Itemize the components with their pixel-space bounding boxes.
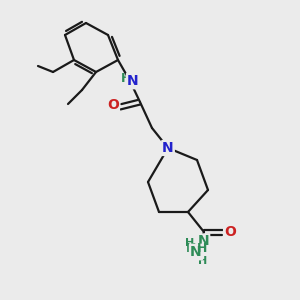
Text: N: N <box>162 141 174 155</box>
Text: N: N <box>198 234 210 248</box>
Text: O: O <box>107 98 119 112</box>
Text: H: H <box>186 242 196 256</box>
Text: H: H <box>185 238 194 248</box>
Text: N: N <box>190 245 202 259</box>
Text: H: H <box>198 256 207 266</box>
Text: H: H <box>197 242 207 256</box>
Text: H: H <box>121 71 131 85</box>
Text: O: O <box>224 225 236 239</box>
Text: N: N <box>127 74 139 88</box>
